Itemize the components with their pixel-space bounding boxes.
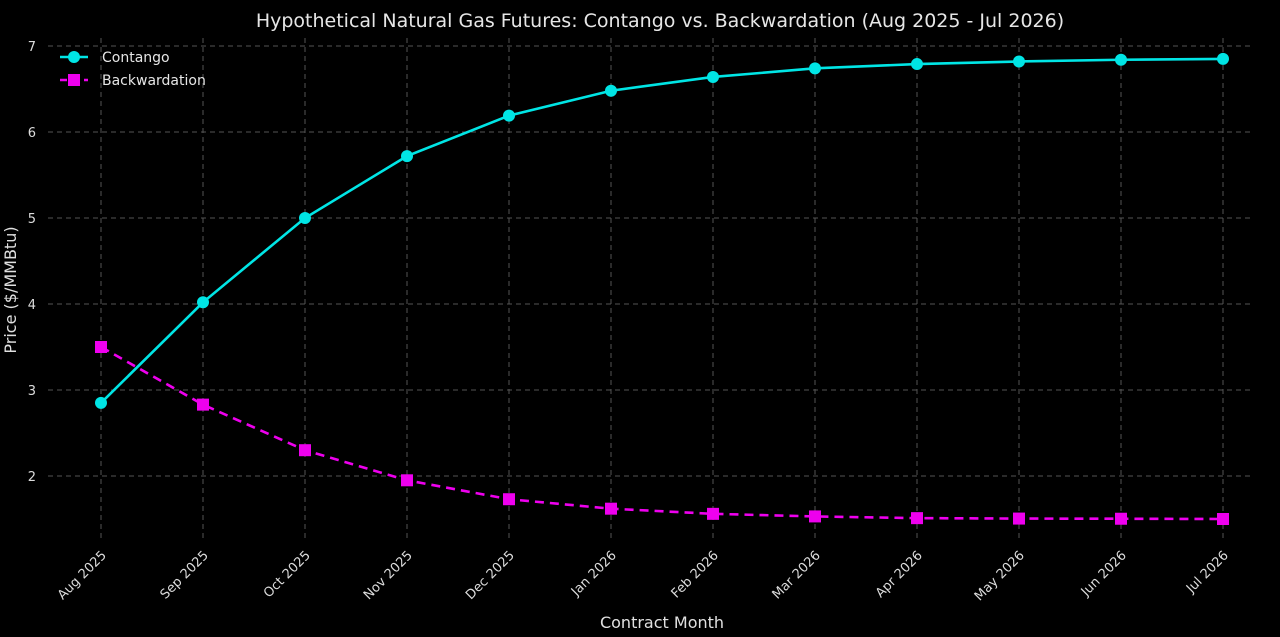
x-tick-label: Jun 2026 [1078, 548, 1130, 600]
backwardation-point [1115, 512, 1127, 525]
series-group [95, 52, 1229, 525]
contango-line [100, 57, 1224, 404]
contango-point [1217, 52, 1229, 65]
x-axis-label: Contract Month [600, 613, 724, 632]
backwardation-point [503, 493, 515, 506]
backwardation-point [1013, 512, 1025, 525]
backwardation-point [401, 474, 413, 487]
y-axis-label: Price ($/MMBtu) [1, 226, 20, 353]
y-tick-label: 2 [28, 470, 36, 485]
y-axis-ticks: 2 3 4 5 6 7 [28, 40, 36, 485]
contango-legend-marker [68, 51, 80, 63]
backwardation-point [809, 510, 821, 523]
x-tick-label: Mar 2026 [770, 548, 824, 602]
y-tick-label: 7 [28, 40, 36, 55]
y-tick-label: 4 [28, 298, 36, 313]
y-tick-label: 6 [28, 126, 36, 141]
backwardation-point [197, 398, 209, 411]
x-tick-label: Feb 2026 [669, 548, 722, 601]
x-tick-label: Oct 2025 [261, 548, 314, 601]
backwardation-line [100, 345, 1224, 521]
contango-point [707, 70, 719, 83]
x-axis-ticks: Aug 2025 Sep 2025 Oct 2025 Nov 2025 Dec 2025… [55, 548, 1232, 604]
contango-point [605, 84, 617, 97]
legend: Contango Backwardation [60, 50, 206, 89]
y-tick-label: 3 [28, 384, 36, 399]
backwardation-point [1217, 513, 1229, 525]
contango-point [1115, 53, 1127, 66]
x-tick-label: May 2026 [972, 548, 1028, 604]
x-tick-label: Nov 2025 [361, 548, 416, 603]
x-tick-label: Sep 2025 [158, 548, 212, 602]
contango-point [197, 296, 209, 309]
grid [48, 38, 1250, 540]
x-tick-label: Jan 2026 [568, 548, 620, 600]
backwardation-legend-marker [68, 74, 80, 86]
backwardation-point [911, 512, 923, 525]
backwardation-point [299, 444, 311, 457]
contango-point [503, 109, 515, 122]
contango-point [911, 58, 923, 71]
x-tick-label: Aug 2025 [55, 548, 110, 603]
contango-legend-label: Contango [102, 50, 170, 66]
backwardation-legend-label: Backwardation [102, 73, 206, 89]
x-tick-label: Dec 2025 [463, 548, 518, 603]
x-tick-label: Jul 2026 [1183, 548, 1232, 597]
contango-point [401, 150, 413, 163]
contango-point [1013, 55, 1025, 68]
backwardation-point [95, 341, 107, 353]
x-tick-label: Apr 2026 [873, 548, 926, 601]
contango-point [299, 212, 311, 224]
contango-point [95, 396, 107, 409]
chart-title: Hypothetical Natural Gas Futures: Contan… [256, 10, 1064, 32]
y-tick-label: 5 [28, 212, 36, 227]
contango-point [809, 62, 821, 75]
backwardation-point [605, 502, 617, 515]
backwardation-point [707, 507, 719, 520]
